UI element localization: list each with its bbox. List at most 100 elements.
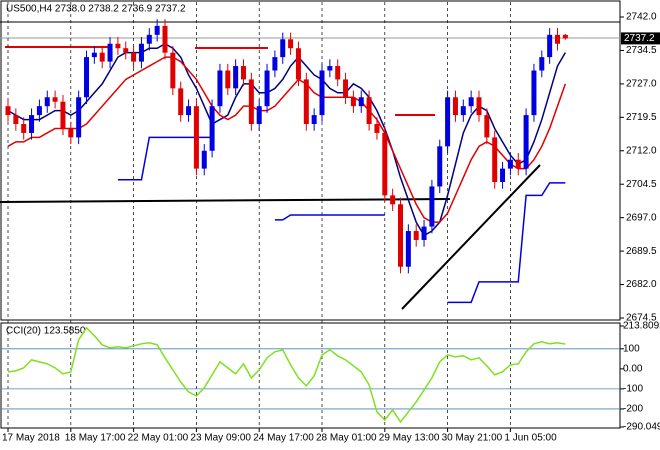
y-tick-label: -290.049 [623, 422, 660, 433]
candle-body [107, 43, 113, 62]
candle-body [146, 34, 152, 44]
y-tick-label: 0.00 [623, 363, 643, 374]
chart-title: US500,H4 2738.0 2738.2 2736.9 2737.2 [6, 4, 186, 15]
candle-body [178, 88, 184, 116]
candle-body [335, 66, 341, 80]
candle-body [256, 106, 262, 125]
last-price-box [621, 32, 660, 45]
candle-body [288, 39, 294, 49]
indicator-line [7, 56, 567, 223]
candle-body [162, 25, 168, 53]
y-tick-label: 2727.0 [626, 79, 657, 90]
candle-body [138, 43, 144, 62]
candle-body [343, 79, 349, 98]
support-line [0, 198, 451, 203]
candle-body [131, 52, 137, 62]
x-tick-label: 22 May 01:00 [128, 433, 189, 444]
candle-body [44, 97, 50, 107]
y-tick-label: 2734.5 [626, 45, 657, 56]
y-tick-label: 2719.5 [626, 112, 657, 123]
candle-body [91, 52, 97, 58]
candle-body [5, 106, 11, 116]
candle-body [193, 106, 199, 169]
candle-body [452, 97, 458, 116]
candle-body [374, 124, 380, 133]
candle-body [170, 52, 176, 89]
candle-body [201, 150, 207, 169]
candle-body [68, 128, 74, 138]
candle-body [539, 57, 545, 71]
candle-body [437, 146, 443, 187]
y-tick-label: 2742.0 [626, 12, 657, 23]
candle-body [366, 97, 372, 125]
candle-body [515, 159, 521, 169]
candle-body [36, 106, 42, 116]
candle-body [319, 70, 325, 116]
candle-body [311, 115, 317, 125]
candle-body [209, 106, 215, 151]
candle-body [295, 48, 301, 80]
candle-body [13, 115, 19, 125]
candle-body [382, 132, 388, 196]
y-tick-label: -100 [623, 384, 643, 395]
x-tick-label: 23 May 09:00 [190, 433, 251, 444]
candle-body [484, 115, 490, 138]
candle-body [233, 66, 239, 89]
candle-body [531, 70, 537, 116]
price-frame [0, 0, 621, 321]
candle-body [327, 66, 333, 71]
candle-body [562, 34, 568, 39]
x-tick-label: 30 May 21:00 [442, 433, 503, 444]
x-tick-label: 29 May 13:00 [379, 433, 440, 444]
candle-body [421, 226, 427, 240]
cci-line [7, 326, 566, 424]
x-tick-label: 18 May 17:00 [65, 433, 126, 444]
candle-body [241, 66, 246, 80]
candle-body [115, 43, 121, 49]
candle-body [476, 97, 482, 116]
candle-body [523, 115, 529, 169]
candle-body [21, 124, 27, 133]
cci-title: CCI(20) 123.5850 [6, 326, 86, 337]
candle-body [186, 106, 192, 116]
candle-body [264, 70, 270, 107]
x-tick-label: 1 Jun 05:00 [504, 433, 557, 444]
candle-body [29, 115, 35, 133]
candle-body [358, 97, 364, 107]
candle-body [350, 97, 356, 107]
x-tick-label: 28 May 01:00 [316, 433, 377, 444]
candle-body [547, 34, 553, 58]
candle-body [52, 97, 58, 102]
candle-body [99, 52, 105, 62]
candle-body [272, 57, 278, 71]
y-tick-label: 2697.0 [626, 212, 657, 223]
candle-body [413, 231, 419, 240]
candle-body [60, 101, 66, 129]
y-tick-label: 2704.5 [626, 179, 657, 190]
x-tick-label: 24 May 17:00 [253, 433, 314, 444]
candle-body [248, 79, 254, 125]
y-tick-label: -200 [623, 404, 643, 415]
indicator-line [274, 214, 385, 221]
candle-body [225, 70, 231, 89]
candle-body [123, 48, 129, 53]
x-tick-label: 17 May 2018 [2, 433, 60, 444]
y-tick-label: 2674.5 [626, 313, 657, 324]
y-tick-label: 2712.0 [626, 145, 657, 156]
candle-body [555, 34, 560, 44]
candle-body [507, 159, 513, 169]
candle-body [84, 57, 89, 98]
indicator-line [447, 182, 566, 304]
cci-frame [0, 322, 621, 429]
candle-body [468, 97, 474, 107]
candle-body [398, 204, 403, 267]
y-tick-label: 2682.0 [626, 279, 657, 290]
trend-line [401, 164, 541, 310]
candle-body [76, 97, 82, 138]
y-tick-label: 100 [623, 343, 640, 354]
y-tick-label: 213.8092 [623, 321, 660, 332]
candle-body [303, 79, 309, 125]
candle-body [445, 97, 451, 147]
candle-body [500, 168, 506, 182]
